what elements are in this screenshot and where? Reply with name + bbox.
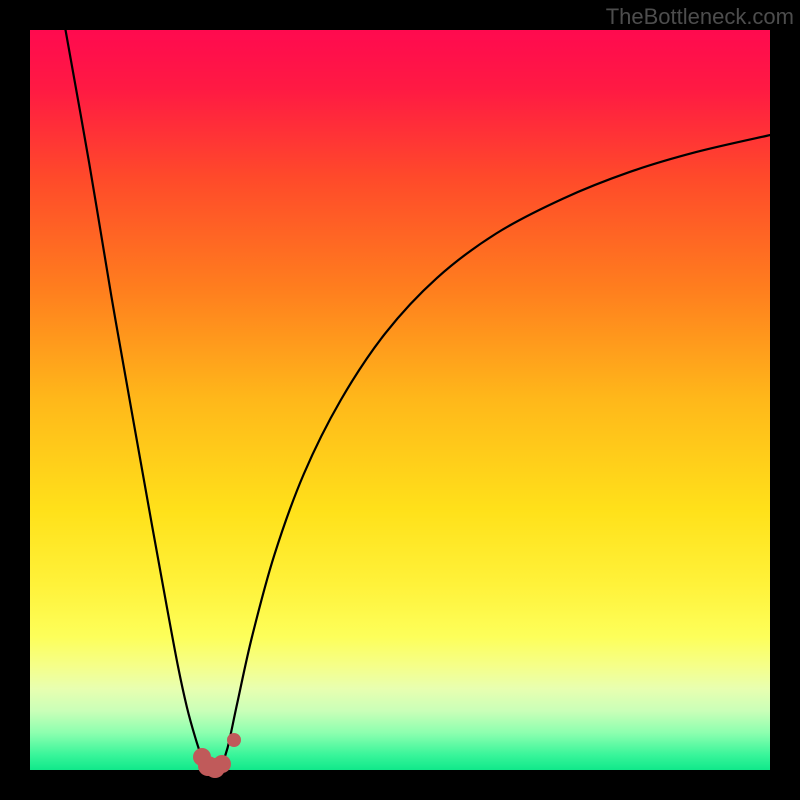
watermark-text: TheBottleneck.com [606,4,794,30]
curves-layer [30,30,770,770]
chart-frame: TheBottleneck.com [0,0,800,800]
curve-left-branch [66,30,208,766]
valley-marker-3 [213,755,231,773]
curve-right-branch [221,135,770,766]
